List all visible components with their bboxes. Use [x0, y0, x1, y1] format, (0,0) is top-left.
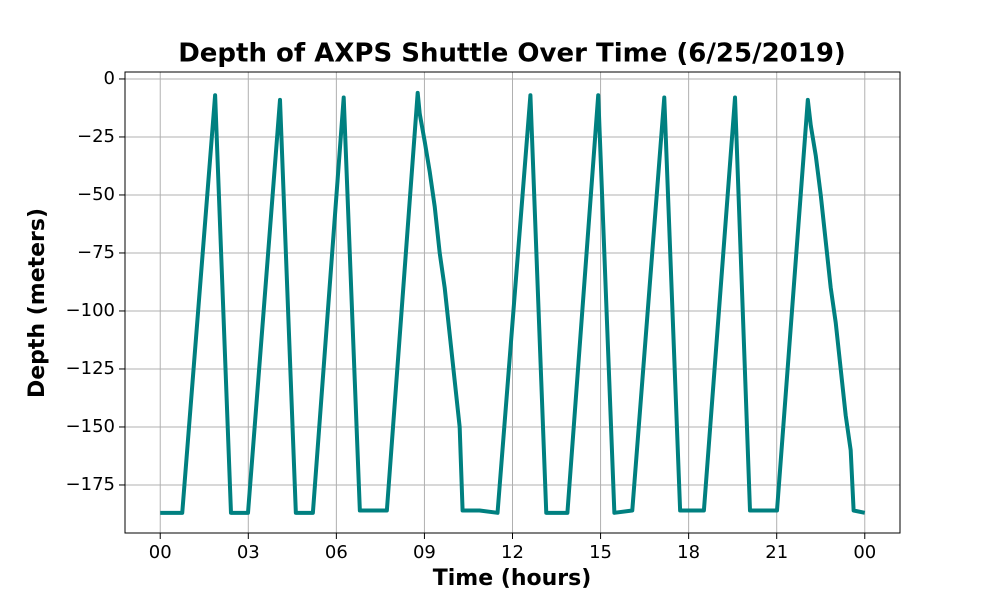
y-tick-label: −25 [77, 126, 115, 147]
y-tick-label: 0 [104, 68, 115, 89]
y-tick-label: −100 [66, 300, 115, 321]
x-tick-label: 15 [589, 542, 612, 563]
plot-frame [124, 71, 901, 534]
x-tick-label: 12 [501, 542, 524, 563]
y-tick-label: −75 [77, 242, 115, 263]
x-tick-label: 03 [237, 542, 260, 563]
y-tick-label: −125 [66, 358, 115, 379]
y-tick-label: −175 [66, 474, 115, 495]
data-line [160, 90, 866, 515]
y-tick-label: −50 [77, 184, 115, 205]
y-tick-label: −150 [66, 416, 115, 437]
chart-title: Depth of AXPS Shuttle Over Time (6/25/20… [178, 39, 846, 69]
x-tick-label: 06 [325, 542, 348, 563]
x-tick-label: 18 [677, 542, 700, 563]
x-axis-label: Time (hours) [433, 566, 592, 591]
x-tick-label: 21 [765, 542, 788, 563]
y-axis-label: Depth (meters) [25, 208, 50, 398]
x-tick-label: 00 [149, 542, 172, 563]
x-tick-label: 09 [413, 542, 436, 563]
x-tick-label: 00 [853, 542, 876, 563]
